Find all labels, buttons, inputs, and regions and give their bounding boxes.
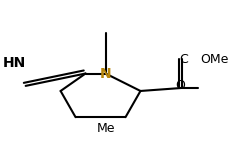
Text: O: O [175, 79, 184, 92]
Text: OMe: OMe [200, 53, 228, 66]
Text: Me: Me [96, 122, 114, 135]
Text: N: N [99, 66, 111, 81]
Text: C: C [178, 53, 187, 66]
Text: HN: HN [3, 56, 26, 70]
